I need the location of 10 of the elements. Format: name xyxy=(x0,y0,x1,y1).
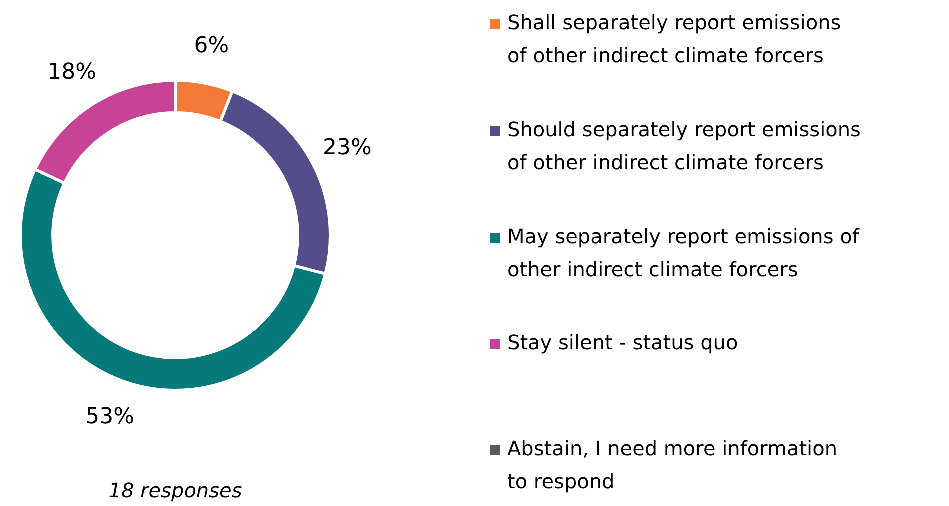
data-label: 53% xyxy=(86,404,135,430)
legend-label: Should separately report emissions of other indirect climate forcers xyxy=(508,118,861,174)
legend-label: May separately report emissions of other indirect climate forcers xyxy=(508,224,860,282)
text: 18 responses xyxy=(108,478,242,502)
legend-label: Stay silent - status quo xyxy=(508,330,738,354)
data-label: 18% xyxy=(48,60,97,86)
data-label: 23% xyxy=(323,135,372,160)
legend-label: Shall separately report emissions of other indirect climate forcers xyxy=(508,10,842,68)
legend-label: Abstain, I need more information to respond xyxy=(508,436,838,494)
data-label: 6% xyxy=(194,33,230,58)
